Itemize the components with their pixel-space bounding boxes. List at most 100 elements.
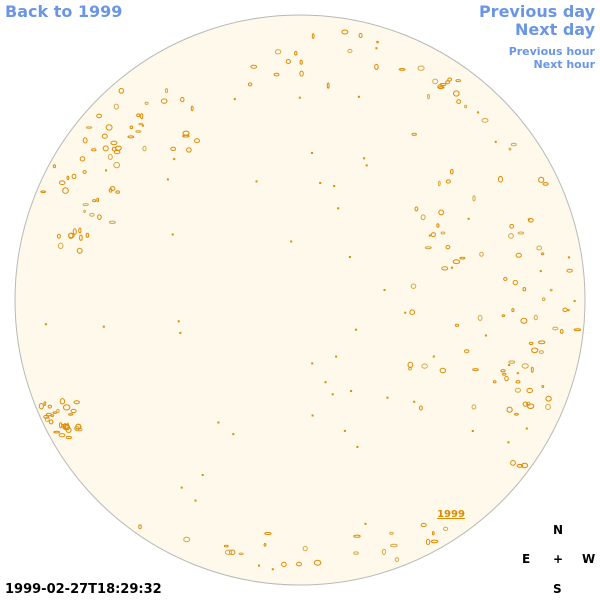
magnetic-contour <box>509 223 515 229</box>
magnetic-contour <box>445 80 451 85</box>
magnetic-contour <box>437 180 441 187</box>
magnetic-contour <box>224 549 233 555</box>
magnetic-contour <box>70 408 77 414</box>
magnetic-contour <box>177 320 180 323</box>
magnetic-contour <box>514 387 522 393</box>
magnetic-contour <box>549 288 553 292</box>
previous-day-link[interactable]: Previous day <box>478 2 595 21</box>
magnetic-contour <box>567 256 570 259</box>
magnetic-contour <box>102 145 109 152</box>
magnetic-contour <box>258 564 260 567</box>
magnetic-contour <box>43 414 50 419</box>
magnetic-contour <box>173 158 176 161</box>
magnetic-contour <box>171 233 174 236</box>
magnetic-contour <box>83 209 86 213</box>
compass-south: S <box>553 582 562 596</box>
magnetic-contour <box>538 350 544 354</box>
magnetic-contour <box>115 190 120 194</box>
magnetic-contour <box>56 408 60 414</box>
magnetic-contour <box>520 317 528 324</box>
compass-west: W <box>582 552 596 566</box>
magnetic-contour <box>217 421 220 424</box>
magnetic-contour <box>326 82 330 89</box>
magnetic-contour <box>302 545 308 552</box>
magnetic-contour <box>105 169 107 172</box>
magnetic-contour <box>432 355 435 358</box>
magnetic-contour <box>190 105 194 112</box>
magnetic-contour <box>472 195 476 202</box>
magnetic-contour <box>62 424 69 431</box>
magnetic-contour <box>324 381 327 384</box>
magnetic-contour <box>82 170 87 174</box>
magnetic-contour <box>68 232 75 239</box>
magnetic-contour <box>263 543 267 547</box>
magnetic-contour <box>539 270 542 273</box>
magnetic-contour <box>530 366 534 373</box>
magnetic-contour <box>375 47 378 50</box>
magnetic-contour <box>298 96 301 99</box>
magnetic-contour <box>78 227 82 234</box>
magnetic-contour <box>540 252 545 256</box>
magnetic-contour <box>335 355 338 358</box>
magnetic-contour <box>313 559 322 566</box>
magnetic-contour <box>273 72 280 77</box>
magnetic-contour <box>232 433 235 436</box>
previous-hour-link[interactable]: Previous hour <box>508 45 595 58</box>
compass-east: E <box>522 552 531 566</box>
magnetic-contour <box>437 86 445 89</box>
magnetic-contour <box>92 199 97 203</box>
magnetic-contour <box>350 390 353 392</box>
magnetic-contour <box>105 124 113 131</box>
magnetic-contour <box>381 548 387 556</box>
magnetic-contour <box>358 32 363 39</box>
magnetic-contour <box>471 404 477 410</box>
magnetic-contour <box>71 173 77 180</box>
magnetic-contour <box>441 266 449 271</box>
magnetic-contour <box>383 289 386 291</box>
magnetic-contour <box>102 325 105 328</box>
magnetic-contour <box>238 552 244 556</box>
magnetic-contour <box>436 223 440 228</box>
magnetic-contour <box>343 429 346 432</box>
magnetic-contour <box>331 393 334 396</box>
magnetic-contour <box>141 124 144 127</box>
magnetic-contour <box>431 531 435 536</box>
magnetic-contour <box>542 182 549 186</box>
magnetic-contour <box>424 246 432 250</box>
magnetic-contour <box>455 79 462 83</box>
magnetic-contour <box>516 372 519 375</box>
magnetic-contour <box>430 232 436 238</box>
magnetic-contour <box>364 522 367 525</box>
magnetic-contour <box>507 441 510 444</box>
image-label[interactable]: 1999 <box>437 509 465 520</box>
magnetic-contour <box>443 526 449 532</box>
magnetic-contour <box>44 323 47 326</box>
magnetic-contour <box>471 430 474 432</box>
magnetic-contour <box>166 178 169 181</box>
magnetic-contour <box>417 65 425 71</box>
magnetic-contour <box>514 412 519 416</box>
magnetic-contour <box>420 522 427 528</box>
magnetic-contour <box>311 362 314 365</box>
magnetic-contour <box>357 95 360 98</box>
magnetic-contour <box>108 188 113 193</box>
magnetic-contour <box>552 326 559 331</box>
magnetic-contour <box>404 311 407 314</box>
magnetic-contour <box>452 259 461 265</box>
magnetic-contour <box>374 63 379 70</box>
back-link[interactable]: Back to 1999 <box>5 2 123 21</box>
magnetic-contour <box>498 175 503 183</box>
magnetic-contour <box>271 568 274 571</box>
magnetic-contour <box>107 153 113 160</box>
magnetic-contour <box>510 142 517 147</box>
magnetic-contour <box>319 182 322 184</box>
magnetic-contour <box>144 101 149 105</box>
magnetic-contour <box>183 536 191 543</box>
magnetic-contour <box>541 297 546 302</box>
magnetic-contour <box>419 405 423 411</box>
magnetic-contour <box>440 231 446 235</box>
next-day-link[interactable]: Next day <box>515 20 595 39</box>
next-hour-link[interactable]: Next hour <box>533 58 596 71</box>
magnetic-contour <box>376 40 379 44</box>
